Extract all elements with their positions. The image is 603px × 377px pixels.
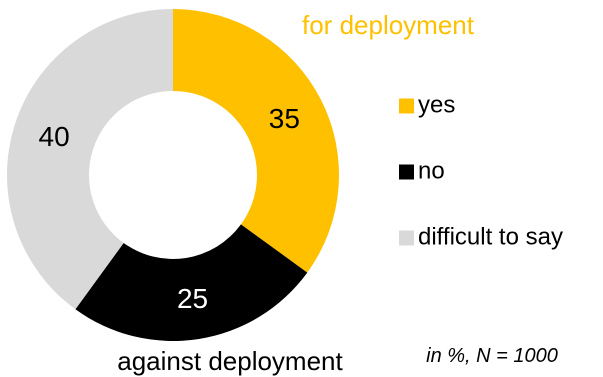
- annotation-against-deployment: against deployment: [117, 346, 343, 376]
- legend-swatch: [399, 98, 414, 114]
- legend-swatch: [399, 230, 414, 246]
- slice-difficult-to-say: [7, 9, 173, 310]
- sample-note: in %, N = 1000: [426, 345, 558, 367]
- legend-label: difficult to say: [418, 224, 563, 251]
- slice-no: [75, 224, 308, 341]
- legend: yes no difficult to say: [399, 92, 563, 251]
- legend-label: no: [418, 158, 445, 185]
- slice-yes: [173, 9, 339, 273]
- slice-labels: 35 25 40: [39, 103, 300, 314]
- slice-value-label: 35: [269, 103, 300, 134]
- slice-value-label: 25: [177, 283, 208, 314]
- annotation-for-deployment: for deployment: [302, 10, 475, 40]
- legend-swatch: [399, 164, 414, 180]
- donut-slices: [7, 9, 339, 341]
- slice-value-label: 40: [39, 121, 70, 152]
- legend-label: yes: [418, 92, 455, 119]
